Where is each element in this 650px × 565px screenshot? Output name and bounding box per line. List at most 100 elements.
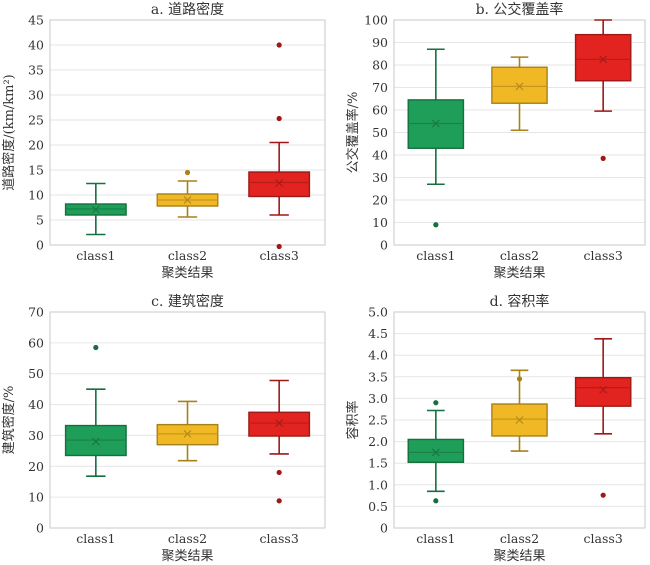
y-tick-label: 0.5 bbox=[368, 499, 388, 514]
y-tick-label: 25 bbox=[28, 113, 44, 128]
box-iqr bbox=[248, 171, 311, 198]
plot-frame bbox=[49, 311, 326, 529]
y-axis-label: 建筑密度/% bbox=[1, 386, 17, 455]
box-class2 bbox=[156, 169, 219, 218]
chart-title: b. 公交覆盖率 bbox=[476, 1, 564, 18]
outlier-point bbox=[433, 222, 439, 228]
y-axis-label: 容积率 bbox=[345, 400, 361, 439]
y-tick-label: 40 bbox=[28, 38, 44, 53]
y-tick-label: 60 bbox=[28, 335, 44, 350]
outlier-point bbox=[600, 155, 606, 161]
mean-marker bbox=[275, 179, 284, 187]
box-iqr bbox=[248, 411, 311, 437]
y-tick-label: 2.5 bbox=[368, 413, 388, 428]
y-tick-label: 20 bbox=[28, 459, 44, 474]
plot-frame bbox=[393, 311, 646, 529]
x-tick-label: class2 bbox=[500, 531, 539, 546]
y-tick-label: 70 bbox=[372, 80, 388, 95]
box-class3 bbox=[574, 19, 632, 161]
y-tick-label: 3.0 bbox=[368, 391, 388, 406]
x-tick-label: class1 bbox=[76, 248, 115, 263]
mean-marker bbox=[183, 429, 192, 438]
y-tick-label: 10 bbox=[28, 490, 44, 505]
y-tick-label: 2.0 bbox=[368, 434, 388, 449]
y-tick-label: 0 bbox=[380, 521, 388, 536]
box-class2 bbox=[156, 400, 219, 462]
y-tick-label: 1.0 bbox=[368, 477, 388, 492]
outlier-point bbox=[276, 115, 282, 122]
mean-marker bbox=[515, 82, 524, 91]
y-tick-label: 45 bbox=[28, 13, 44, 28]
mean-marker bbox=[91, 205, 100, 214]
box-class1 bbox=[64, 182, 127, 236]
box-iqr bbox=[574, 376, 632, 407]
box-class3 bbox=[574, 337, 632, 498]
x-tick-label: class3 bbox=[260, 248, 299, 263]
y-tick-label: 20 bbox=[28, 138, 44, 153]
box-class2 bbox=[491, 56, 548, 132]
box-class1 bbox=[407, 48, 465, 228]
mean-marker bbox=[515, 416, 524, 424]
y-tick-label: 30 bbox=[372, 170, 388, 185]
chart-title: d. 容积率 bbox=[490, 293, 550, 310]
panel-4: 0 0.5 1.0 1.5 2.0 2.5 3.0 3.5 4.0 4.5 5.0 d. 容积率容积率… bbox=[345, 293, 646, 564]
x-tick-label: class3 bbox=[584, 248, 623, 263]
y-tick-label: 0 bbox=[380, 238, 388, 253]
y-tick-label: 30 bbox=[28, 428, 44, 443]
y-tick-label: 0 bbox=[36, 521, 44, 536]
y-tick-label: 0 bbox=[36, 238, 44, 253]
box-iqr bbox=[574, 33, 632, 82]
y-tick-label: 90 bbox=[372, 35, 388, 50]
y-tick-label: 50 bbox=[28, 366, 44, 381]
x-tick-label: class1 bbox=[416, 248, 455, 263]
outlier-point bbox=[276, 42, 282, 48]
chart-title: c. 建筑密度 bbox=[151, 293, 224, 310]
outlier-point bbox=[276, 469, 282, 476]
box-class1 bbox=[407, 400, 465, 504]
box-class1 bbox=[64, 344, 127, 477]
y-axis-label: 道路密度/(km/km²) bbox=[1, 74, 17, 191]
x-axis-label: 聚类结果 bbox=[161, 549, 213, 564]
outlier-point bbox=[516, 376, 523, 382]
outlier-point bbox=[433, 498, 439, 504]
y-tick-label: 80 bbox=[372, 58, 388, 73]
box-class3 bbox=[248, 379, 311, 504]
y-tick-label: 10 bbox=[372, 215, 388, 230]
box-iqr bbox=[491, 403, 548, 437]
x-axis-label: 聚类结果 bbox=[161, 266, 213, 281]
y-tick-label: 40 bbox=[372, 148, 388, 163]
mean-marker bbox=[91, 437, 100, 446]
y-axis-label: 公交覆盖率/% bbox=[345, 92, 361, 174]
x-tick-label: class1 bbox=[416, 531, 455, 546]
mean-marker bbox=[599, 55, 608, 64]
plot-frame bbox=[393, 19, 646, 246]
chart-title: a. 道路密度 bbox=[151, 1, 224, 18]
y-tick-label: 100 bbox=[364, 13, 388, 28]
mean-marker bbox=[431, 448, 440, 457]
mean-marker bbox=[599, 385, 608, 394]
x-axis-label: 聚类结果 bbox=[493, 266, 545, 281]
outlier-point bbox=[276, 243, 282, 250]
mean-marker bbox=[431, 119, 440, 128]
y-tick-label: 20 bbox=[372, 193, 388, 208]
x-tick-label: class3 bbox=[584, 531, 623, 546]
outlier-point bbox=[93, 344, 99, 351]
outlier-point bbox=[276, 498, 282, 504]
y-tick-label: 40 bbox=[28, 397, 44, 412]
outlier-point bbox=[433, 400, 439, 406]
x-tick-label: class2 bbox=[168, 248, 207, 263]
x-tick-label: class3 bbox=[260, 531, 299, 546]
x-tick-label: class2 bbox=[500, 248, 539, 263]
x-tick-label: class2 bbox=[168, 531, 207, 546]
y-tick-label: 5 bbox=[36, 213, 44, 228]
plot-frame bbox=[49, 19, 326, 246]
y-tick-label: 5.0 bbox=[368, 305, 388, 320]
y-tick-label: 4.0 bbox=[368, 348, 388, 363]
outlier-point bbox=[184, 169, 191, 176]
y-tick-label: 50 bbox=[372, 125, 388, 140]
mean-marker bbox=[275, 419, 284, 428]
